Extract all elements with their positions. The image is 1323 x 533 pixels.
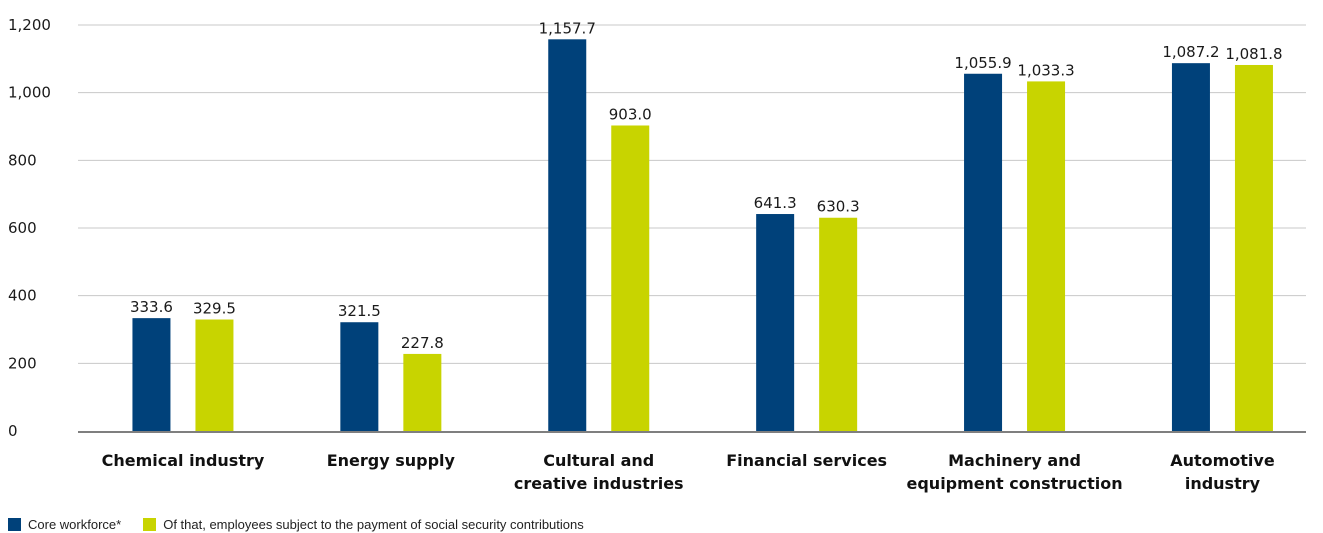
data-label: 227.8 <box>401 334 444 352</box>
legend: Core workforce* Of that, employees subje… <box>8 516 606 532</box>
y-tick-label: 1,200 <box>8 16 51 34</box>
category-label: Financial services <box>726 451 887 470</box>
data-label: 1,081.8 <box>1225 45 1282 63</box>
category-label: creative industries <box>514 474 684 493</box>
legend-item-core-workforce: Core workforce* <box>8 517 121 532</box>
category-label: Energy supply <box>327 451 456 470</box>
category-label: Machinery and <box>948 451 1081 470</box>
y-tick-label: 1,000 <box>8 84 51 102</box>
y-tick-label: 800 <box>8 151 37 169</box>
category-label: equipment construction <box>907 474 1123 493</box>
legend-item-social-security: Of that, employees subject to the paymen… <box>143 517 584 532</box>
bar-social-security <box>1027 81 1066 431</box>
bar-core-workforce <box>756 214 795 431</box>
bar-social-security <box>611 125 650 432</box>
bar-social-security <box>195 319 234 431</box>
bar-chart: 0 200 400 600 800 1,000 1,200 333.6 329.5 Chemica… <box>8 16 1306 493</box>
data-label: 1,157.7 <box>539 19 596 37</box>
legend-swatch-core-workforce <box>8 517 21 531</box>
legend-label-core-workforce: Core workforce* <box>28 516 122 532</box>
category-label: Cultural and <box>543 451 654 470</box>
legend-label-social-security: Of that, employees subject to the paymen… <box>163 516 584 532</box>
data-label: 333.6 <box>130 298 173 316</box>
bar-social-security <box>819 217 858 431</box>
y-tick-label: 200 <box>8 354 37 372</box>
data-label: 903.0 <box>609 105 652 123</box>
legend-swatch-social-security <box>143 517 157 531</box>
data-label: 321.5 <box>338 302 381 320</box>
bar-core-workforce <box>548 39 587 432</box>
bar-core-workforce <box>132 318 171 431</box>
bar-social-security <box>1234 64 1273 431</box>
category-label: industry <box>1185 474 1261 493</box>
bar-core-workforce <box>340 322 379 431</box>
category-label: Chemical industry <box>102 451 265 470</box>
bar-social-security <box>403 353 442 431</box>
y-tick-label: 400 <box>8 287 37 305</box>
data-label: 1,087.2 <box>1162 43 1219 61</box>
category-label: Automotive <box>1170 451 1275 470</box>
bar-core-workforce <box>964 73 1003 431</box>
data-label: 1,033.3 <box>1017 61 1074 79</box>
data-label: 329.5 <box>193 300 236 318</box>
data-label: 630.3 <box>817 198 860 216</box>
data-label: 641.3 <box>754 194 797 212</box>
y-tick-label: 600 <box>8 219 37 237</box>
bar-core-workforce <box>1171 63 1210 431</box>
data-label: 1,055.9 <box>954 54 1011 72</box>
y-tick-label: 0 <box>8 422 18 440</box>
